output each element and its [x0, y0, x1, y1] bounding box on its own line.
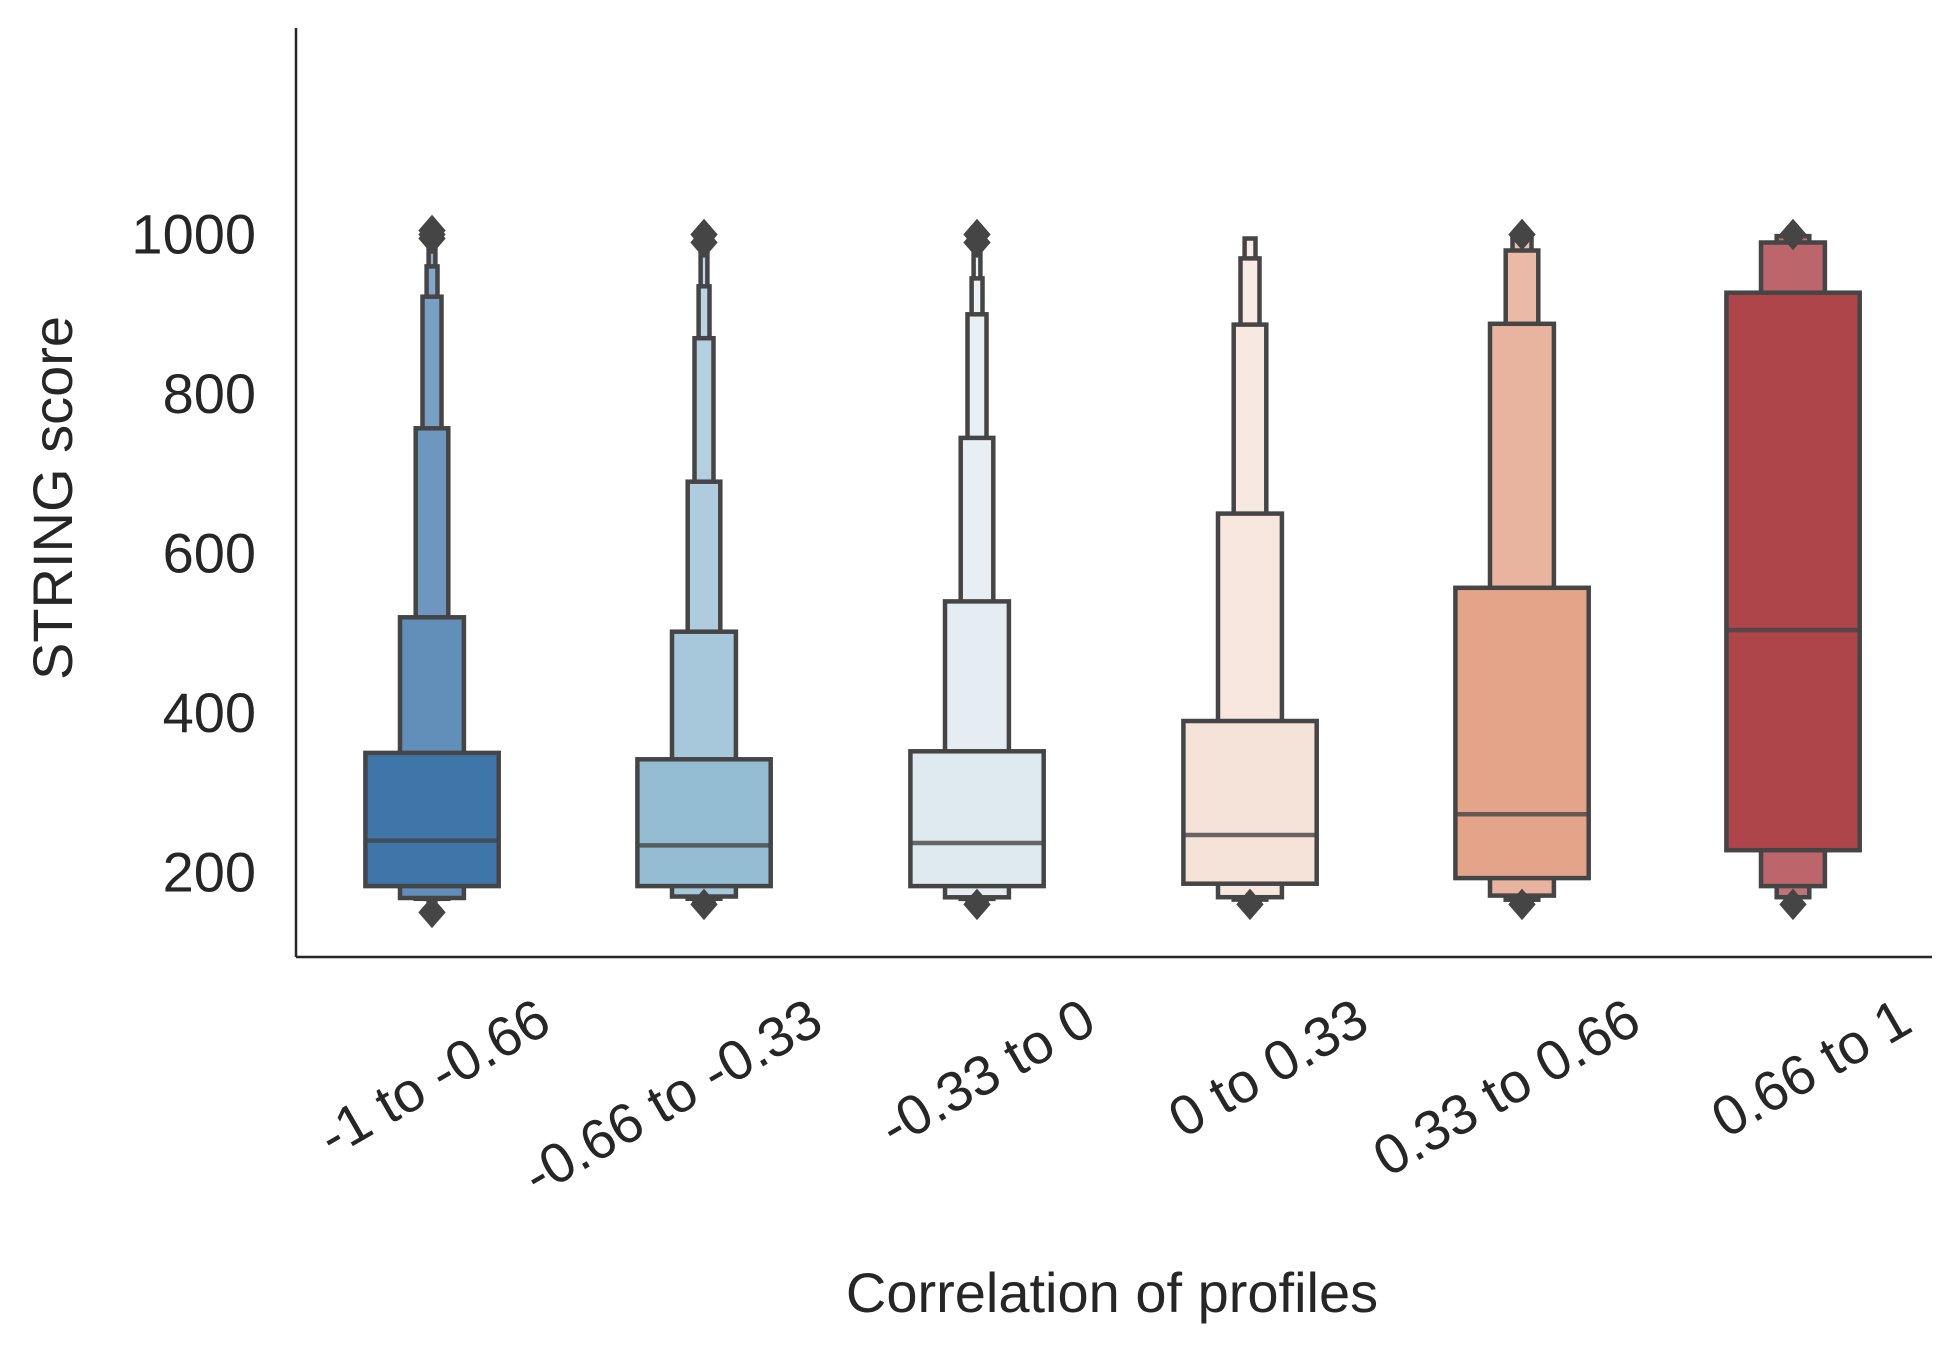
- x-tick-label: 0.33 to 0.66: [1362, 986, 1650, 1188]
- x-tick-label: -0.66 to -0.33: [512, 986, 832, 1207]
- outlier-point: [418, 214, 446, 247]
- y-tick-label: 600: [163, 522, 256, 585]
- y-tick-label: 800: [163, 362, 256, 425]
- boxen-group: [1453, 218, 1591, 921]
- y-tick-label: 200: [163, 841, 256, 904]
- boxen-group: [908, 218, 1046, 921]
- x-tick-labels: -1 to -0.66-0.66 to -0.33 -0.33 to 0 0 to …: [307, 986, 1921, 1207]
- y-tick-labels: 200 400 600 800 1000: [131, 203, 256, 904]
- outlier-point: [690, 888, 718, 921]
- outlier-point: [418, 896, 446, 929]
- plot-area: [363, 214, 1862, 929]
- x-tick-label: 0.66 to 1: [1701, 986, 1921, 1150]
- outlier-point: [1779, 888, 1807, 921]
- outlier-point: [1236, 888, 1264, 921]
- x-tick-label: -1 to -0.66: [307, 986, 560, 1168]
- boxen-box: [908, 749, 1046, 889]
- y-axis-title: STRING score: [21, 316, 84, 680]
- outlier-point: [690, 218, 718, 251]
- boxen-box: [1724, 290, 1862, 853]
- boxen-group: [1724, 218, 1862, 921]
- outlier-point: [963, 888, 991, 921]
- x-axis-title: Correlation of profiles: [846, 1261, 1378, 1324]
- outlier-point: [963, 218, 991, 251]
- boxen-group: [635, 218, 773, 921]
- boxen-group: [1181, 236, 1319, 921]
- outlier-point: [1508, 218, 1536, 251]
- boxen-group: [363, 214, 501, 929]
- x-tick-label: 0 to 0.33: [1158, 986, 1378, 1150]
- boxen-box: [363, 750, 501, 889]
- outlier-point: [1779, 218, 1807, 251]
- y-tick-label: 1000: [131, 203, 256, 266]
- boxen-box: [635, 757, 773, 889]
- y-tick-label: 400: [163, 681, 256, 744]
- boxen-box: [1453, 585, 1591, 881]
- boxen-box: [1181, 718, 1319, 886]
- x-tick-label: -0.33 to 0: [869, 986, 1105, 1159]
- outlier-point: [1508, 888, 1536, 921]
